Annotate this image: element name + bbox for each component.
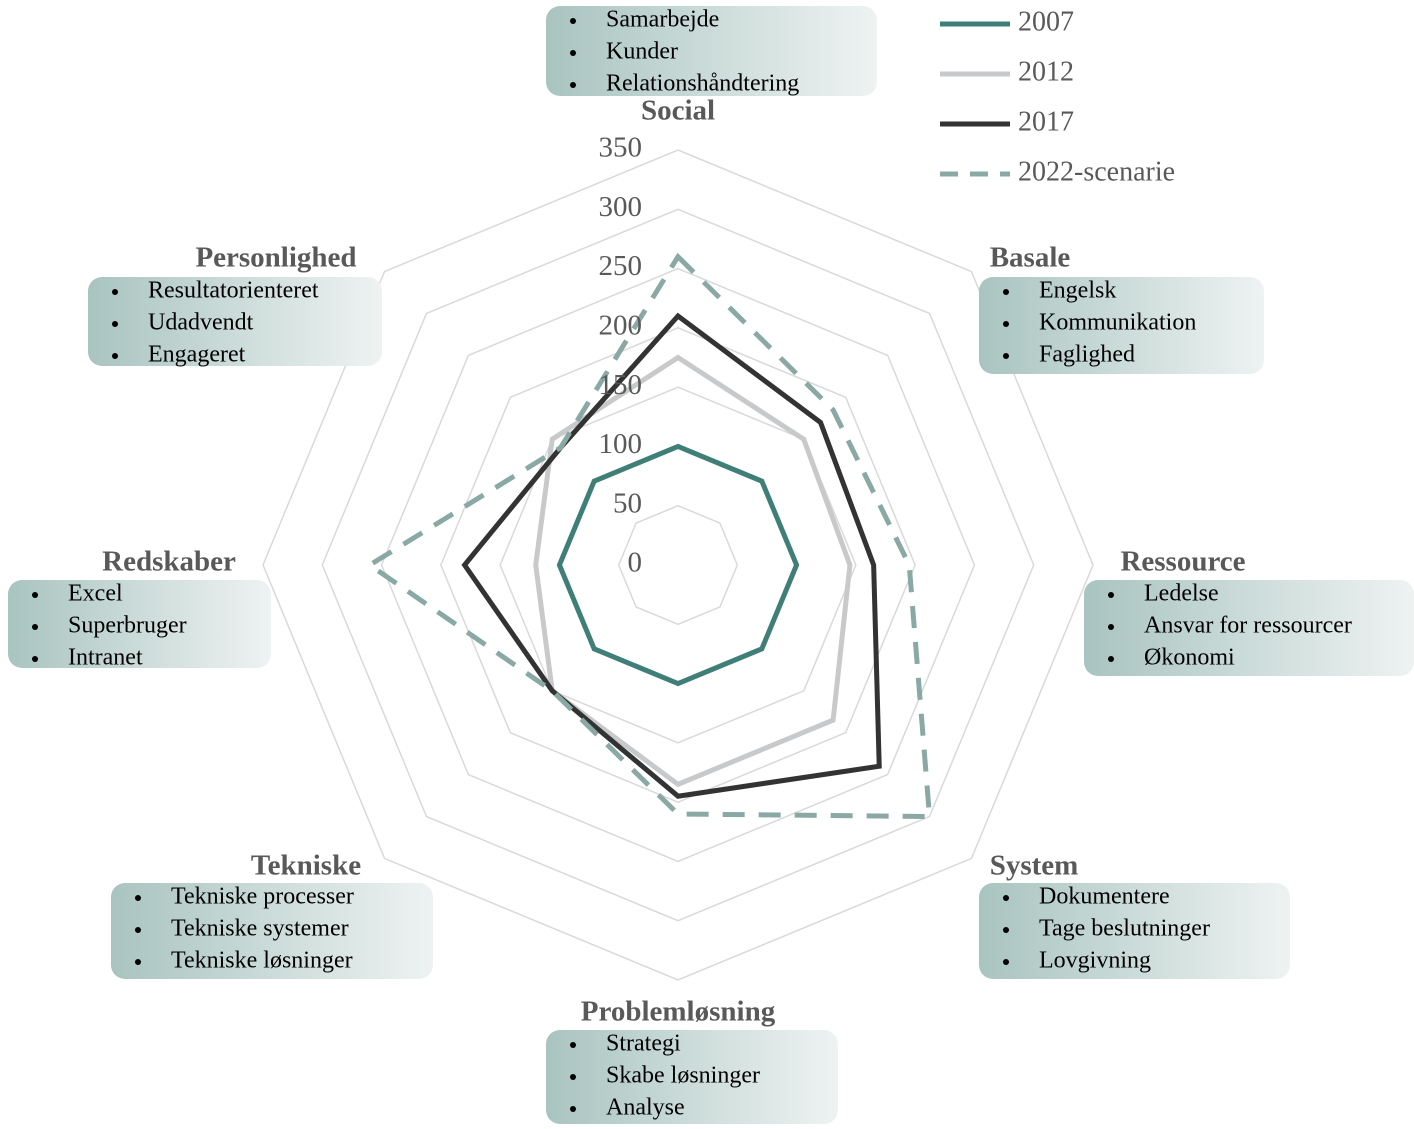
category-item: Ansvar for ressourcer xyxy=(1144,613,1352,639)
category-item: Dokumentere xyxy=(1039,884,1170,910)
y-tick-label: 50 xyxy=(613,487,642,519)
category-box xyxy=(979,277,1264,374)
series-line xyxy=(365,252,933,820)
bullet xyxy=(32,656,38,662)
legend-label: 2017 xyxy=(1018,106,1074,137)
bullet xyxy=(570,1074,576,1080)
category-box xyxy=(88,277,382,366)
bullet xyxy=(112,289,118,295)
category-item: Tekniske processer xyxy=(171,884,354,910)
category-item: Samarbejde xyxy=(606,7,719,33)
bullet xyxy=(32,592,38,598)
category-item: Excel xyxy=(68,581,123,607)
bullet xyxy=(1003,959,1009,965)
category-item: Strategi xyxy=(606,1031,681,1057)
bullet xyxy=(570,1042,576,1048)
bullet xyxy=(570,1106,576,1112)
category-item: Udadvendt xyxy=(148,310,254,336)
category-item: Engelsk xyxy=(1039,278,1116,304)
category-label: Social xyxy=(641,95,715,127)
bullet xyxy=(1003,289,1009,295)
category-box xyxy=(979,883,1290,979)
category-item: Lovgivning xyxy=(1039,948,1151,974)
y-tick-label: 350 xyxy=(599,132,643,164)
y-tick-label: 0 xyxy=(628,547,643,579)
bullet xyxy=(32,624,38,630)
category-item: Faglighed xyxy=(1039,342,1135,368)
category-item: Kunder xyxy=(606,39,678,65)
category-box xyxy=(111,883,433,979)
bullet xyxy=(1003,321,1009,327)
bullet xyxy=(112,321,118,327)
category-item: Superbruger xyxy=(68,613,187,639)
grid-line xyxy=(380,267,976,863)
category-item: Kommunikation xyxy=(1039,310,1196,336)
y-tick-label: 300 xyxy=(599,191,643,223)
legend-label: 2012 xyxy=(1018,56,1074,87)
category-item: Tekniske løsninger xyxy=(171,948,353,974)
bullet xyxy=(135,959,141,965)
legend-label: 2022-scenarie xyxy=(1018,156,1175,187)
category-label: Personlighed xyxy=(195,242,356,274)
category-label: Basale xyxy=(990,242,1071,274)
category-item: Ledelse xyxy=(1144,581,1219,607)
category-item: Analyse xyxy=(606,1095,685,1121)
category-box xyxy=(1084,580,1414,676)
category-item: Intranet xyxy=(68,645,143,671)
bullet xyxy=(1003,927,1009,933)
category-item: Engageret xyxy=(148,342,246,368)
category-item: Resultatorienteret xyxy=(148,278,319,304)
category-label: System xyxy=(990,850,1079,882)
category-label: Tekniske xyxy=(251,850,361,882)
bullet xyxy=(1108,656,1114,662)
series-line xyxy=(461,312,882,799)
bullet xyxy=(570,50,576,56)
bullet xyxy=(1003,895,1009,901)
category-box xyxy=(546,6,877,96)
series-line xyxy=(556,443,800,687)
bullet xyxy=(1108,592,1114,598)
grid-line xyxy=(617,504,739,626)
y-tick-label: 250 xyxy=(599,250,643,282)
category-item: Skabe løsninger xyxy=(606,1063,760,1089)
bullet xyxy=(1003,353,1009,359)
category-label: Problemløsning xyxy=(581,996,776,1028)
series-line xyxy=(533,354,853,788)
bullet xyxy=(135,895,141,901)
category-label: Redskaber xyxy=(102,546,236,578)
category-item: Relationshåndtering xyxy=(606,71,799,97)
category-box xyxy=(8,580,271,668)
grid-line xyxy=(262,149,1094,981)
category-item: Tekniske systemer xyxy=(171,916,349,942)
category-box xyxy=(546,1030,838,1124)
grid-line xyxy=(440,327,916,803)
category-item: Tage beslutninger xyxy=(1039,916,1210,942)
bullet xyxy=(1108,624,1114,630)
category-item: Økonomi xyxy=(1144,645,1235,671)
bullet xyxy=(570,82,576,88)
y-tick-label: 100 xyxy=(599,428,643,460)
category-label: Ressource xyxy=(1120,546,1245,578)
legend-label: 2007 xyxy=(1018,6,1074,37)
y-tick-label: 150 xyxy=(599,369,643,401)
bullet xyxy=(570,18,576,24)
y-tick-label: 200 xyxy=(599,310,643,342)
bullet xyxy=(135,927,141,933)
bullet xyxy=(112,353,118,359)
grid-line xyxy=(321,208,1035,922)
